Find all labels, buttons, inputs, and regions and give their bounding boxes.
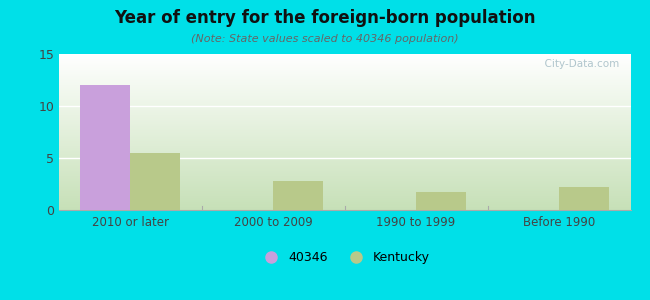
Bar: [416, 192, 466, 210]
Bar: [130, 153, 180, 210]
Bar: [80, 85, 130, 210]
Legend: 40346, Kentucky: 40346, Kentucky: [254, 246, 436, 269]
Bar: [559, 187, 609, 210]
Bar: [273, 181, 323, 210]
Text: (Note: State values scaled to 40346 population): (Note: State values scaled to 40346 popu…: [191, 34, 459, 44]
Text: Year of entry for the foreign-born population: Year of entry for the foreign-born popul…: [114, 9, 536, 27]
Text: City-Data.com: City-Data.com: [538, 59, 619, 69]
